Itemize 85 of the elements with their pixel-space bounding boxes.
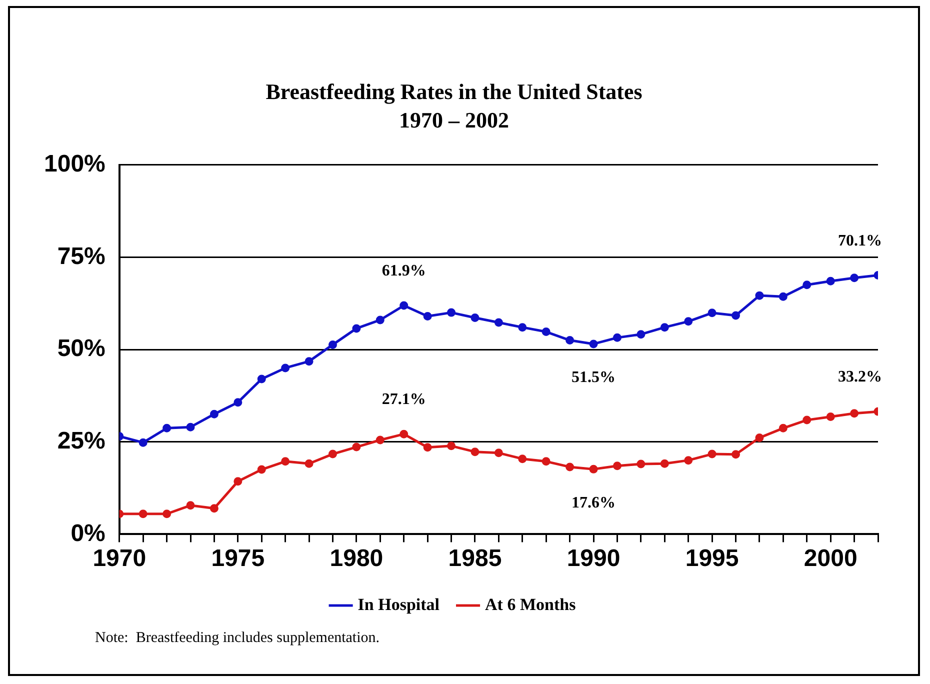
point bbox=[400, 301, 408, 310]
point bbox=[328, 450, 337, 458]
point bbox=[210, 410, 218, 418]
point bbox=[352, 324, 361, 333]
chart-subtitle: 1970 – 2002 bbox=[399, 107, 509, 132]
x-tick-label: 1995 bbox=[685, 545, 739, 572]
point bbox=[826, 412, 835, 421]
point bbox=[328, 340, 337, 349]
point bbox=[778, 292, 788, 301]
point bbox=[684, 317, 693, 326]
chart-title: Breastfeeding Rates in the United States bbox=[266, 78, 643, 104]
point bbox=[352, 442, 361, 452]
point bbox=[138, 510, 148, 518]
point bbox=[518, 454, 527, 464]
point bbox=[755, 291, 764, 300]
point bbox=[423, 312, 432, 321]
point bbox=[660, 459, 669, 468]
annotation: 51.5% bbox=[572, 369, 616, 386]
point bbox=[281, 457, 290, 466]
y-tick-label: 25% bbox=[57, 427, 106, 454]
point bbox=[589, 464, 598, 474]
point bbox=[684, 456, 693, 465]
point bbox=[138, 438, 148, 447]
point bbox=[376, 436, 384, 444]
point bbox=[470, 448, 480, 456]
point bbox=[732, 450, 740, 459]
point bbox=[518, 323, 527, 332]
y-tick-label: 75% bbox=[57, 242, 106, 270]
point bbox=[636, 330, 646, 339]
x-tick-label: 1975 bbox=[211, 545, 265, 572]
point bbox=[162, 510, 172, 518]
point bbox=[566, 462, 574, 472]
point bbox=[542, 328, 550, 336]
point bbox=[447, 308, 456, 317]
point bbox=[708, 308, 716, 318]
point bbox=[660, 323, 669, 332]
point bbox=[210, 504, 218, 513]
point bbox=[708, 450, 716, 458]
point bbox=[826, 276, 835, 286]
point bbox=[850, 274, 859, 282]
point bbox=[304, 459, 314, 468]
point bbox=[304, 357, 314, 366]
point bbox=[494, 318, 503, 327]
x-tick-label: 1980 bbox=[330, 545, 384, 572]
point bbox=[755, 434, 764, 442]
legend-label: In Hospital bbox=[358, 594, 440, 614]
x-tick-label: 1970 bbox=[92, 545, 146, 572]
point bbox=[234, 398, 242, 407]
point bbox=[447, 442, 456, 450]
annotation: 17.6% bbox=[572, 494, 616, 512]
point bbox=[494, 448, 503, 458]
point bbox=[542, 457, 550, 466]
point bbox=[376, 316, 384, 324]
point bbox=[589, 340, 598, 348]
point bbox=[636, 460, 646, 468]
point bbox=[400, 430, 408, 438]
text: Note: Breastfeeding includes supplementation. bbox=[95, 630, 380, 646]
point bbox=[186, 501, 195, 510]
point bbox=[850, 409, 859, 418]
point bbox=[162, 424, 172, 432]
point bbox=[612, 462, 622, 470]
point bbox=[470, 313, 480, 322]
point bbox=[778, 424, 788, 432]
point bbox=[257, 465, 266, 474]
point bbox=[234, 477, 242, 486]
x-tick-label: 1990 bbox=[566, 545, 620, 572]
point bbox=[566, 336, 574, 345]
annotation: 33.2% bbox=[838, 368, 882, 386]
point bbox=[612, 333, 622, 342]
point bbox=[423, 443, 432, 452]
x-tick-label: 1985 bbox=[448, 545, 502, 572]
point bbox=[802, 416, 812, 424]
y-tick-label: 0% bbox=[70, 520, 106, 547]
legend-label: At 6 Months bbox=[485, 594, 576, 614]
y-tick-label: 100% bbox=[44, 150, 106, 178]
annotation: 27.1% bbox=[382, 391, 426, 408]
point bbox=[257, 374, 266, 384]
y-tick-label: 50% bbox=[57, 335, 106, 362]
annotation: 70.1% bbox=[838, 232, 882, 250]
annotation: 61.9% bbox=[382, 262, 426, 280]
point bbox=[802, 280, 812, 290]
point bbox=[186, 422, 195, 432]
point bbox=[732, 311, 740, 320]
x-tick-label: 2000 bbox=[804, 545, 858, 572]
point bbox=[281, 364, 290, 372]
